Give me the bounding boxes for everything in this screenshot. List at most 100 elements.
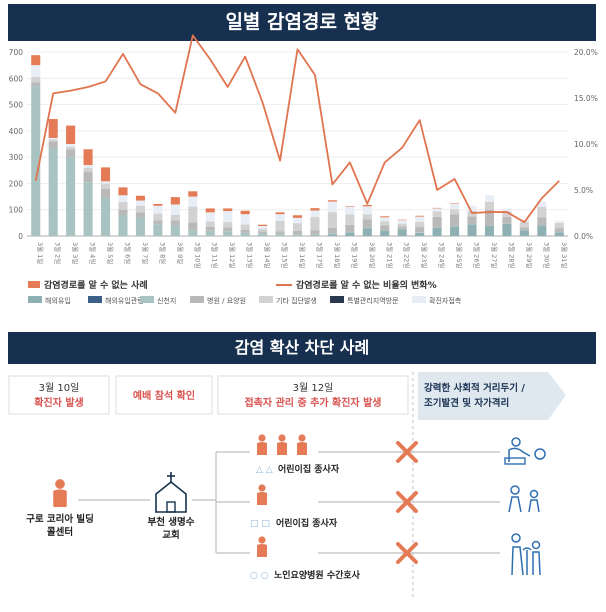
icon-body [508,447,531,462]
church-outline [155,480,187,513]
bar-segment [66,144,76,147]
bar-segment [554,220,564,223]
bar-segment [188,230,198,236]
person-body [257,544,267,557]
x-tick-label: 3월 18일 [333,242,342,268]
y-left-tick-label: 200 [9,179,24,188]
x-tick-label: 3월 19일 [350,242,359,268]
bar-segment [135,195,145,201]
person-body [257,442,267,455]
y-left-tick-label: 700 [9,48,24,57]
bar-segment [100,197,111,236]
bar-segment [258,228,268,232]
x-tick-label: 3월 7일 [141,242,150,264]
x-tick-label: 3월 10일 [193,242,202,268]
bar-segment [415,232,425,236]
bar-segment [362,204,372,207]
legend-label: 특별관리지역방문 [347,296,399,305]
person-icon [257,434,267,455]
legend-label: 감염경로를 알 수 없는 비율의 변화% [296,279,437,291]
legend-swatch [140,296,154,303]
bar-segment [118,209,128,215]
x-tick-label: 3월 2일 [54,242,63,264]
bar-segment [415,216,425,222]
x-tick-label: 3월 28일 [507,242,516,268]
bar-segment [345,224,355,232]
cross-icon [396,441,418,463]
timeline-label: 접촉자 관리 중 추가 확진자 발생 [244,396,381,409]
bar-segment [415,221,425,228]
bar-segment [484,209,495,226]
bar-segment [450,203,460,210]
bar-segment [292,217,303,224]
bar-segment [310,230,320,235]
bar-segment [310,217,320,231]
bar-segment [537,217,547,226]
bar-segment [135,212,145,218]
x-tick-label: 3월 27일 [490,242,499,268]
bar-segment [83,167,93,172]
bar-segment [397,229,407,236]
bar-segment [519,227,529,230]
bar-segment [310,234,320,236]
bar-segment [83,182,93,236]
icon-body [508,496,522,513]
cross-icon [396,491,418,513]
person-body [277,442,287,455]
bar-segment [205,226,215,231]
bar-segment [554,222,564,229]
person-head [258,536,266,544]
cross-stroke [396,441,418,463]
timeline-label: 강력한 사회적 거리두기 / [424,382,525,394]
x-tick-label: 3월 8일 [158,242,167,264]
icon-body [528,499,540,513]
x-tick-label: 3월 23일 [420,242,429,268]
legend-swatch [412,296,426,303]
bar-segment [380,221,390,226]
cross-stroke [396,491,418,513]
bar-segment [170,214,180,221]
bar-segment [397,228,407,230]
y-left-tick-label: 0 [18,232,23,241]
bar-segment [432,216,442,228]
bar-segment [432,207,442,209]
bar-segment [240,210,250,215]
x-tick-label: 3월 26일 [473,242,482,268]
bar-segment [275,214,285,221]
branch-label: 노인요양병원 수간호사 [274,569,361,581]
x-tick-label: 3월 21일 [385,242,394,268]
bar-segment [327,234,337,236]
timeline-arrow [418,372,566,420]
bar-segment [258,233,268,236]
bar-segment [554,228,564,233]
source-label: 콜센터 [47,526,73,538]
triangle-marks: △ △ [256,465,273,475]
source-label: 구로 코리아 빌딩 [26,513,94,525]
bar-segment [31,86,41,237]
bar-segment [153,220,163,225]
bar-segment [415,227,425,233]
timeline-box [217,375,409,415]
person-icon [257,484,267,505]
legend-label: 기타 집단발생 [276,296,317,305]
cross-stroke [396,542,418,564]
bar-segment [502,223,512,236]
bar-segment [188,222,198,231]
x-tick-label: 3월 20일 [368,242,377,268]
x-tick-label: 3월 3일 [71,242,80,264]
bar-segment [223,211,233,223]
icon-head [511,437,521,447]
bar-segment [153,224,163,236]
x-tick-label: 3월 12일 [228,242,237,268]
bar-segment [118,195,128,202]
chart-axes: 0 100 200 300 400 500 600 700 0.0% 5.0% 10.0% 15.0%… [9,48,598,241]
bar-segment [397,226,407,229]
legend-label: 확진자접촉 [429,296,462,305]
bar-segment [205,221,215,227]
bar-segment [83,149,93,166]
branch-label: 어린이집 종사자 [276,517,338,529]
x-tick-label: 3월 16일 [298,242,307,268]
bar-segment [275,220,285,232]
bar-segment [118,214,128,236]
